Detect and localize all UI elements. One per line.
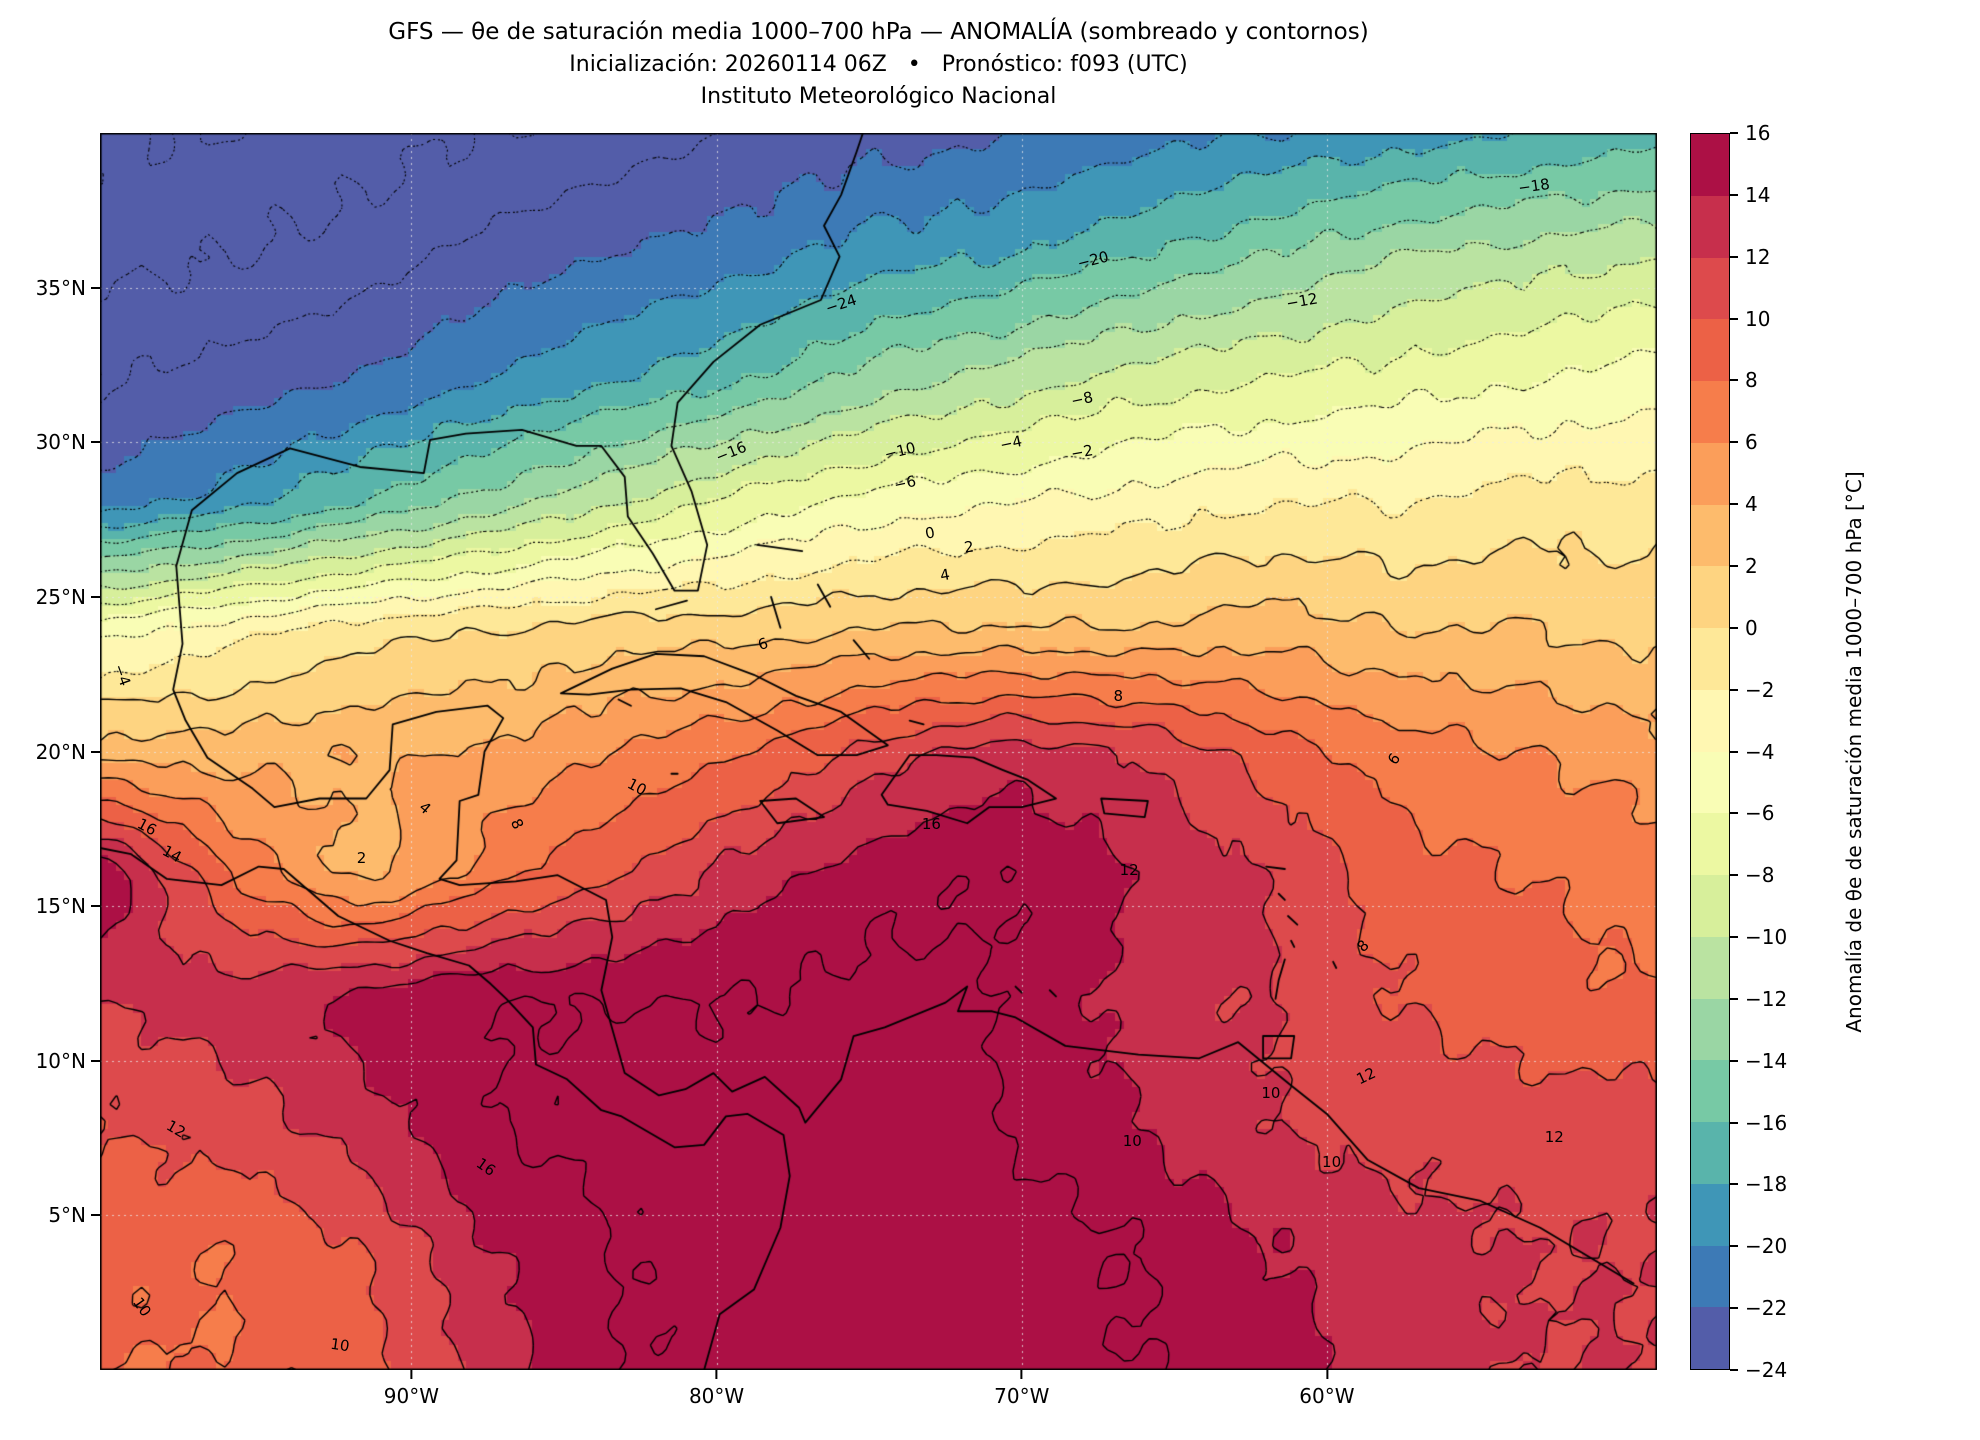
colorbar-swatches (1690, 133, 1730, 1370)
colorbar-tick-label: −22 (1745, 1296, 1788, 1321)
colorbar-tick: 16 (1730, 121, 1770, 145)
colorbar-swatch (1691, 566, 1729, 628)
colorbar-swatch (1691, 1307, 1729, 1369)
colorbar-tick: −12 (1730, 987, 1787, 1011)
colorbar-tick-label: −2 (1745, 677, 1775, 702)
title-block: GFS — θe de saturación media 1000–700 hP… (100, 16, 1657, 113)
colorbar-tick: 14 (1730, 183, 1770, 207)
colorbar-tick-label: 0 (1745, 615, 1758, 640)
colorbar-swatch (1691, 628, 1729, 690)
colorbar-tick-label: −8 (1745, 863, 1775, 888)
chart-subtitle: Inicialización: 20260114 06Z • Pronóstic… (569, 52, 1188, 78)
colorbar-tick-label: −20 (1745, 1234, 1788, 1259)
colorbar-tick-label: 2 (1745, 553, 1758, 578)
colorbar-tick: 2 (1730, 554, 1758, 578)
colorbar-tick-layer: 16 14 12 10 8 6 4 2 0 −2 −4 −6 −8 −10 −12 −14 −16 −18 −20 −… (1690, 121, 1787, 1382)
colorbar-swatch (1691, 1122, 1729, 1184)
colorbar-tick: 8 (1730, 368, 1758, 392)
y-tick-label: 20°N (35, 739, 86, 764)
colorbar-swatch (1691, 442, 1729, 505)
colorbar: 16 14 12 10 8 6 4 2 0 −2 −4 −6 −8 −10 −12 −14 −16 −18 −20 −… (1690, 121, 1866, 1382)
x-tick-label: 60°W (1299, 1384, 1355, 1408)
chart-institution: Instituto Meteorológico Nacional (700, 84, 1057, 110)
colorbar-tick: −22 (1730, 1296, 1787, 1320)
x-tick-70°W: 70°W (994, 1370, 1049, 1408)
colorbar-label: Anomalía de θe de saturación media 1000–… (1842, 470, 1866, 1033)
colorbar-tick-label: 16 (1745, 121, 1771, 145)
colorbar-swatch (1691, 257, 1729, 320)
colorbar-tick-label: 4 (1745, 492, 1758, 517)
colorbar-tick-label: −12 (1745, 986, 1788, 1011)
colorbar-tick-label: −10 (1745, 925, 1788, 950)
colorbar-tick: −20 (1730, 1234, 1787, 1258)
colorbar-tick-label: −16 (1745, 1110, 1788, 1135)
colorbar-tick-label: 14 (1745, 182, 1771, 207)
colorbar-tick: −2 (1730, 678, 1774, 702)
y-tick-25°N: 25°N (36, 585, 100, 609)
y-tick-10°N: 10°N (36, 1049, 100, 1073)
colorbar-tick: −10 (1730, 925, 1787, 949)
colorbar-tick: −8 (1730, 863, 1774, 887)
colorbar-tick: 0 (1730, 616, 1758, 640)
colorbar-swatch (1691, 1183, 1729, 1246)
y-tick-35°N: 35°N (36, 276, 100, 300)
colorbar-tick-label: 12 (1745, 244, 1771, 269)
colorbar-tick-label: 8 (1745, 368, 1758, 393)
colorbar-tick-label: −6 (1745, 801, 1775, 826)
colorbar-tick-label: −4 (1745, 739, 1775, 764)
y-tick-20°N: 20°N (36, 740, 100, 764)
y-tick-30°N: 30°N (36, 430, 100, 454)
y-tick-label: 30°N (35, 430, 86, 455)
colorbar-tick: −24 (1730, 1358, 1787, 1382)
colorbar-swatch (1691, 1245, 1729, 1308)
colorbar-swatch (1691, 751, 1729, 814)
y-tick-label: 35°N (35, 275, 86, 300)
chart-title: GFS — θe de saturación media 1000–700 hP… (388, 19, 1369, 45)
colorbar-swatch (1691, 134, 1729, 196)
colorbar-tick: −16 (1730, 1111, 1787, 1135)
colorbar-tick: −6 (1730, 801, 1774, 825)
y-tick-label: 10°N (35, 1048, 86, 1073)
colorbar-swatch (1691, 689, 1729, 752)
colorbar-tick-label: 6 (1745, 430, 1758, 455)
colorbar-swatch (1691, 1060, 1729, 1122)
colorbar-tick: 4 (1730, 492, 1758, 516)
colorbar-swatch (1691, 381, 1729, 443)
colorbar-swatch (1691, 998, 1729, 1061)
y-tick-label: 5°N (48, 1203, 86, 1228)
colorbar-tick: −4 (1730, 740, 1774, 764)
y-tick-15°N: 15°N (36, 894, 100, 918)
colorbar-tick: 6 (1730, 430, 1758, 454)
x-tick-80°W: 80°W (689, 1370, 744, 1408)
x-tick-label: 80°W (688, 1384, 745, 1408)
x-tick-90°W: 90°W (384, 1370, 439, 1408)
colorbar-tick-label: −24 (1745, 1358, 1788, 1382)
y-tick-label: 15°N (35, 894, 86, 919)
colorbar-tick-label: −14 (1745, 1048, 1788, 1073)
colorbar-tick: 12 (1730, 245, 1770, 269)
y-tick-5°N: 5°N (48, 1203, 100, 1227)
colorbar-tick-label: −18 (1745, 1172, 1788, 1197)
map-area: −24 −20 −18 −12 −16 −10 −8 −6 −4 −2 0 2 4 6 8 10 16 12 6 8 1… (36, 133, 1657, 1408)
colorbar-swatch (1691, 813, 1729, 875)
x-tick-60°W: 60°W (1299, 1370, 1355, 1408)
colorbar-swatch (1691, 936, 1729, 999)
colorbar-tick: −14 (1730, 1049, 1787, 1073)
colorbar-swatch (1691, 319, 1729, 381)
map-canvas (100, 133, 1657, 1370)
x-tick-label: 90°W (383, 1384, 440, 1408)
colorbar-tick: −18 (1730, 1172, 1787, 1196)
colorbar-tick: 10 (1730, 307, 1770, 331)
colorbar-swatch (1691, 195, 1729, 258)
colorbar-swatch (1691, 875, 1729, 937)
colorbar-swatch (1691, 504, 1729, 567)
colorbar-tick-label: 10 (1745, 306, 1771, 331)
y-tick-label: 25°N (35, 584, 86, 609)
x-tick-label: 70°W (994, 1384, 1050, 1408)
